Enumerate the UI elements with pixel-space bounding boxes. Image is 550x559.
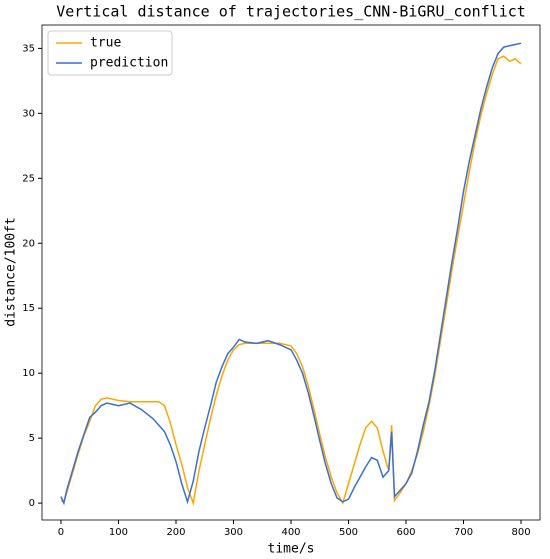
x-tick-label: 200 xyxy=(166,527,185,538)
data-line xyxy=(60,55,522,506)
legend-box xyxy=(47,30,173,76)
x-tick-label: 500 xyxy=(339,527,358,538)
y-tick-label: 0 xyxy=(29,498,35,509)
x-tick-label: 100 xyxy=(109,527,128,538)
y-axis-label: distance/100ft xyxy=(4,217,19,327)
x-tick-label: 300 xyxy=(224,527,243,538)
y-tick-label: 20 xyxy=(22,238,35,249)
data-line xyxy=(60,42,522,506)
x-tick-label: 800 xyxy=(511,527,530,538)
y-tick-label: 10 xyxy=(22,368,35,379)
y-tick-label: 15 xyxy=(22,303,35,314)
y-tick-label: 5 xyxy=(29,433,35,444)
y-tick-label: 35 xyxy=(22,43,35,54)
plot-frame xyxy=(41,24,541,521)
chart-title: Vertical distance of trajectories_CNN-Bi… xyxy=(56,3,526,21)
x-tick-label: 400 xyxy=(281,527,300,538)
legend-label: true xyxy=(90,36,121,51)
y-tick-label: 25 xyxy=(22,173,35,184)
x-tick-label: 600 xyxy=(396,527,415,538)
x-tick-label: 700 xyxy=(454,527,473,538)
y-tick-label: 30 xyxy=(22,108,35,119)
x-tick-label: 0 xyxy=(58,527,64,538)
legend-label: prediction xyxy=(90,56,168,71)
x-axis-label: time/s xyxy=(268,542,315,557)
